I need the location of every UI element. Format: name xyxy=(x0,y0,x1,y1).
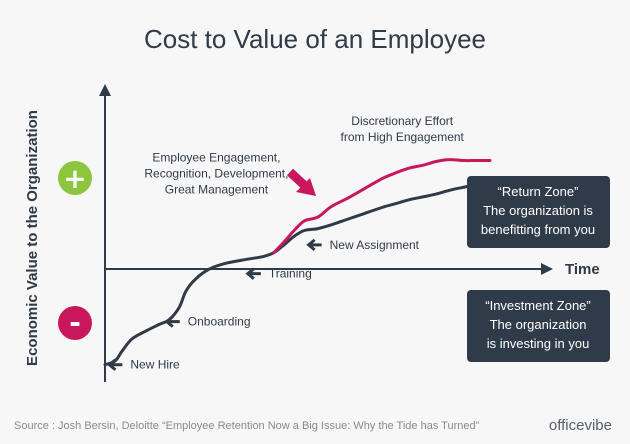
plus-circle xyxy=(58,161,92,195)
plus-badge: + xyxy=(58,161,92,195)
annotation-1: Onboarding xyxy=(164,315,251,329)
annotation-3: New Assignment xyxy=(306,238,420,252)
return-zone-box: “Return Zone” The organization is benefi… xyxy=(467,176,610,248)
minus-symbol: - xyxy=(69,306,81,339)
brand-logo: officevibe xyxy=(549,417,612,434)
y-axis-label: Economic Value to the Organization xyxy=(24,110,41,366)
series-line-baseline xyxy=(103,181,492,367)
x-axis-arrowhead xyxy=(541,263,553,275)
annotation-arrow-icon xyxy=(306,238,322,252)
return-zone-line1: The organization is xyxy=(483,203,593,218)
series-line-engagement xyxy=(272,158,492,255)
annotations: New Hire Onboarding Training New Assignment… xyxy=(107,114,465,372)
annotation-label: Onboarding xyxy=(188,315,251,329)
return-zone-line2: benefitting from you xyxy=(481,222,595,237)
annotation-0: New Hire xyxy=(107,358,180,372)
investment-zone-title: “Investment Zone” xyxy=(485,298,591,313)
return-zone-title: “Return Zone” xyxy=(498,184,579,199)
annotation-label: New Assignment xyxy=(330,238,420,252)
annotation-label: Employee Engagement, Recognition, Develop… xyxy=(144,150,288,196)
annotation-5: Discretionary Effort from High Engagement xyxy=(340,114,464,144)
investment-zone-line1: The organization xyxy=(490,317,587,332)
plus-symbol: + xyxy=(63,162,86,195)
investment-zone-line2: is investing in you xyxy=(487,336,590,351)
source-citation: Source : Josh Bersin, Deloitte “Employee… xyxy=(14,420,480,432)
annotation-arrow-icon xyxy=(107,358,123,371)
axes xyxy=(99,84,553,382)
minus-badge: - xyxy=(58,306,92,340)
annotation-label: New Hire xyxy=(130,358,180,372)
x-axis-label: Time xyxy=(565,261,600,278)
annotation-label: Discretionary Effort from High Engagement xyxy=(340,114,464,144)
annotation-2: Training xyxy=(245,267,312,281)
annotation-label: Training xyxy=(269,267,312,281)
chart-title: Cost to Value of an Employee xyxy=(144,24,486,54)
y-axis-arrowhead xyxy=(99,84,111,96)
minus-circle xyxy=(58,306,92,340)
annotation-arrow-icon xyxy=(245,267,261,280)
annotation-arrow-icon xyxy=(164,315,180,328)
annotation-4: Employee Engagement, Recognition, Develop… xyxy=(144,150,288,196)
investment-zone-box: “Investment Zone” The organization is in… xyxy=(467,290,610,362)
engagement-pointer-arrow xyxy=(286,168,316,196)
